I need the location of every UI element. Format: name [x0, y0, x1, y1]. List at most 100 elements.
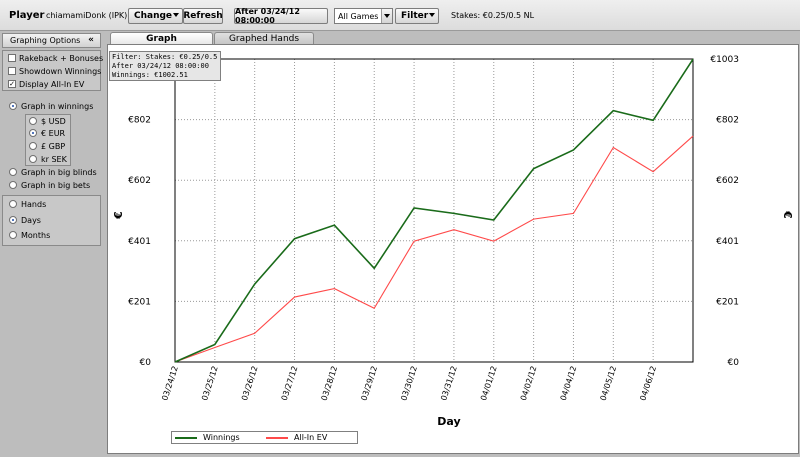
x-axis-mode-group: Hands Days Months: [2, 195, 101, 246]
y-tick-label: €201: [128, 297, 151, 307]
display-allin-ev-label: Display All-In EV: [19, 79, 85, 89]
y-tick-label-right: €0: [728, 358, 740, 368]
allin-ev-series-line: [174, 135, 694, 363]
currency-sek-label: kr SEK: [41, 154, 67, 164]
winnings-chart: €0 €0 €201 €201 €401 €401 €602 €602 €802 €802 €100…: [112, 55, 794, 428]
x-tick-label: 03/29/12: [359, 365, 379, 402]
y-tick-label: €0: [140, 358, 152, 368]
games-select[interactable]: All Games: [334, 8, 393, 24]
days-label: Days: [21, 215, 41, 225]
graph-in-big-bets-radio[interactable]: Graph in big bets: [9, 179, 90, 191]
checkbox-icon[interactable]: [8, 67, 16, 75]
winnings-summary-line: Winnings: €1002.51: [112, 71, 188, 79]
x-tick-label: 04/04/12: [559, 365, 579, 402]
graph-in-winnings-radio[interactable]: Graph in winnings: [9, 100, 93, 112]
dropdown-arrow-icon: [429, 13, 435, 17]
legend-swatch: [266, 436, 288, 439]
hands-label: Hands: [21, 199, 47, 209]
radio-icon[interactable]: [9, 181, 17, 189]
currency-gbp-radio[interactable]: £ GBP: [29, 140, 65, 152]
change-button[interactable]: Change: [128, 8, 183, 24]
radio-icon[interactable]: [29, 129, 37, 137]
x-tick-label: 03/27/12: [280, 365, 300, 402]
months-radio[interactable]: Months: [9, 229, 50, 241]
change-button-label: Change: [134, 11, 173, 21]
collapse-icon[interactable]: «: [88, 35, 94, 45]
y-tick-label: €602: [128, 176, 151, 186]
months-label: Months: [21, 230, 51, 240]
chevron-down-icon[interactable]: [381, 9, 392, 23]
y-tick-label: €802: [128, 116, 151, 126]
date-filter-button[interactable]: After 03/24/12 08:00:00: [234, 7, 328, 25]
x-tick-label: 04/02/12: [519, 365, 539, 402]
showdown-winnings-checkbox[interactable]: Showdown Winnings: [8, 65, 101, 77]
checkmark-icon[interactable]: ✓: [8, 79, 16, 88]
currency-eur-label: € EUR: [41, 128, 66, 138]
graphing-options-panel: Graphing Options « Rakeback + Bonuses Sh…: [0, 31, 104, 457]
hands-radio[interactable]: Hands: [9, 198, 46, 210]
winnings-series-line: [174, 58, 694, 363]
chart-legend: Winnings All-In EV: [171, 431, 358, 444]
graph-in-big-bets-label: Graph in big bets: [21, 180, 91, 190]
display-options-group: Rakeback + Bonuses Showdown Winnings ✓ D…: [2, 50, 103, 91]
showdown-winnings-label: Showdown Winnings: [19, 66, 102, 76]
x-tick-label: 03/25/12: [200, 365, 220, 402]
legend-item-winnings: Winnings: [175, 432, 240, 443]
rakeback-label: Rakeback + Bonuses: [19, 53, 104, 63]
currency-usd-radio[interactable]: $ USD: [29, 115, 66, 127]
player-name: chiamamiDonk (IPK): [46, 11, 128, 20]
x-tick-label: 03/31/12: [439, 365, 459, 402]
rakeback-checkbox[interactable]: Rakeback + Bonuses: [8, 52, 103, 64]
filter-button[interactable]: Filter: [395, 8, 439, 24]
legend-label: Winnings: [203, 433, 240, 442]
chart-area: €0 €0 €201 €201 €401 €401 €602 €602 €802 €802 €100…: [107, 44, 799, 454]
tab-graphed-hands[interactable]: Graphed Hands: [214, 32, 314, 44]
tab-graph[interactable]: Graph: [110, 32, 213, 44]
x-tick-label: 04/05/12: [599, 365, 619, 402]
radio-icon[interactable]: [9, 102, 17, 110]
refresh-button[interactable]: Refresh: [183, 8, 223, 24]
y-axis-title: €: [112, 211, 125, 220]
x-axis-title: Day: [437, 415, 460, 428]
stakes-text: Stakes: €0.25/0.5 NL: [451, 11, 535, 20]
legend-label: All-In EV: [294, 433, 328, 442]
display-allin-ev-checkbox[interactable]: ✓ Display All-In EV: [8, 78, 84, 90]
tab-bar: Graph Graphed Hands: [104, 31, 800, 44]
radio-icon[interactable]: [29, 117, 37, 125]
y-tick-label-right: €1003: [710, 55, 739, 65]
x-tick-label: 04/01/12: [479, 365, 499, 402]
radio-icon[interactable]: [9, 200, 17, 208]
days-radio[interactable]: Days: [9, 214, 41, 226]
radio-icon[interactable]: [9, 231, 17, 239]
currency-sek-radio[interactable]: kr SEK: [29, 153, 67, 165]
legend-item-allin-ev: All-In EV: [266, 432, 327, 443]
radio-icon[interactable]: [29, 142, 37, 150]
y-tick-label-right: €602: [716, 176, 739, 186]
currency-eur-radio[interactable]: € EUR: [29, 127, 65, 139]
games-select-value: All Games: [338, 11, 379, 21]
legend-swatch: [175, 436, 197, 439]
player-label: Player: [9, 10, 45, 21]
checkbox-icon[interactable]: [8, 54, 16, 62]
radio-icon[interactable]: [29, 155, 37, 163]
dropdown-arrow-icon: [173, 13, 179, 17]
top-toolbar: Player chiamamiDonk (IPK) Change Refresh…: [0, 0, 800, 31]
currency-usd-label: $ USD: [41, 116, 66, 126]
x-tick-label: 03/30/12: [399, 365, 419, 402]
y-tick-label-right: €201: [716, 297, 739, 307]
x-tick-label: 03/26/12: [240, 365, 260, 402]
filter-summary-line: Filter: Stakes: €0.25/0.5 NL: [112, 53, 221, 61]
currency-group: $ USD € EUR £ GBP kr SEK: [25, 114, 71, 166]
filter-button-label: Filter: [401, 11, 429, 21]
graph-in-winnings-label: Graph in winnings: [21, 101, 94, 111]
y-tick-label-right: €802: [716, 116, 739, 126]
graph-in-big-blinds-label: Graph in big blinds: [21, 167, 97, 177]
graph-in-big-blinds-radio[interactable]: Graph in big blinds: [9, 166, 97, 178]
graphing-options-title: Graphing Options: [10, 36, 81, 45]
graphing-options-header[interactable]: Graphing Options «: [2, 33, 101, 48]
x-tick-label: 03/28/12: [320, 365, 340, 402]
radio-icon[interactable]: [9, 168, 17, 176]
radio-icon[interactable]: [9, 216, 17, 224]
currency-gbp-label: £ GBP: [41, 141, 66, 151]
y-axis-title-right: €: [781, 210, 794, 219]
